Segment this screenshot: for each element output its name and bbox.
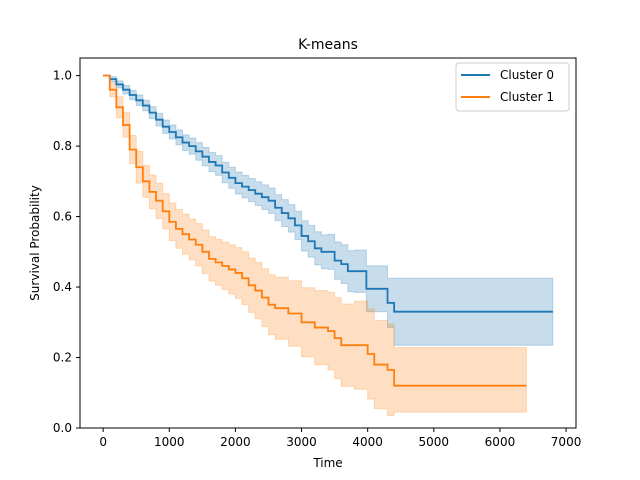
y-tick-label: 1.0	[53, 69, 72, 83]
y-tick-label: 0.0	[53, 421, 72, 435]
plot-area	[103, 74, 554, 417]
y-axis-label: Survival Probability	[28, 185, 42, 301]
y-tick-label: 0.2	[53, 351, 72, 365]
legend: Cluster 0 Cluster 1	[455, 62, 570, 112]
survival-line-cluster-0	[103, 74, 553, 313]
x-axis: 0 1000 2000 3000 4000 5000 6000 7000	[99, 428, 581, 449]
legend-label-cluster-1: Cluster 1	[500, 90, 554, 104]
confidence-band-cluster-0	[103, 75, 554, 346]
x-tick-label: 6000	[485, 435, 516, 449]
y-tick-label: 0.6	[53, 210, 72, 224]
x-tick-label: 7000	[551, 435, 582, 449]
x-axis-label: Time	[312, 456, 342, 470]
x-tick-label: 4000	[352, 435, 383, 449]
x-tick-label: 3000	[286, 435, 317, 449]
y-axis: 0.0 0.2 0.4 0.6 0.8 1.0	[53, 69, 80, 435]
chart-title: K-means	[298, 37, 358, 53]
x-tick-label: 5000	[419, 435, 450, 449]
x-tick-label: 0	[99, 435, 107, 449]
x-tick-label: 2000	[220, 435, 251, 449]
y-tick-label: 0.4	[53, 280, 72, 294]
confidence-band-cluster-1	[103, 75, 527, 417]
survival-line-cluster-1	[103, 74, 527, 387]
axes-frame	[79, 57, 577, 429]
legend-label-cluster-0: Cluster 0	[500, 68, 554, 82]
y-tick-label: 0.8	[53, 139, 72, 153]
x-tick-label: 1000	[154, 435, 185, 449]
